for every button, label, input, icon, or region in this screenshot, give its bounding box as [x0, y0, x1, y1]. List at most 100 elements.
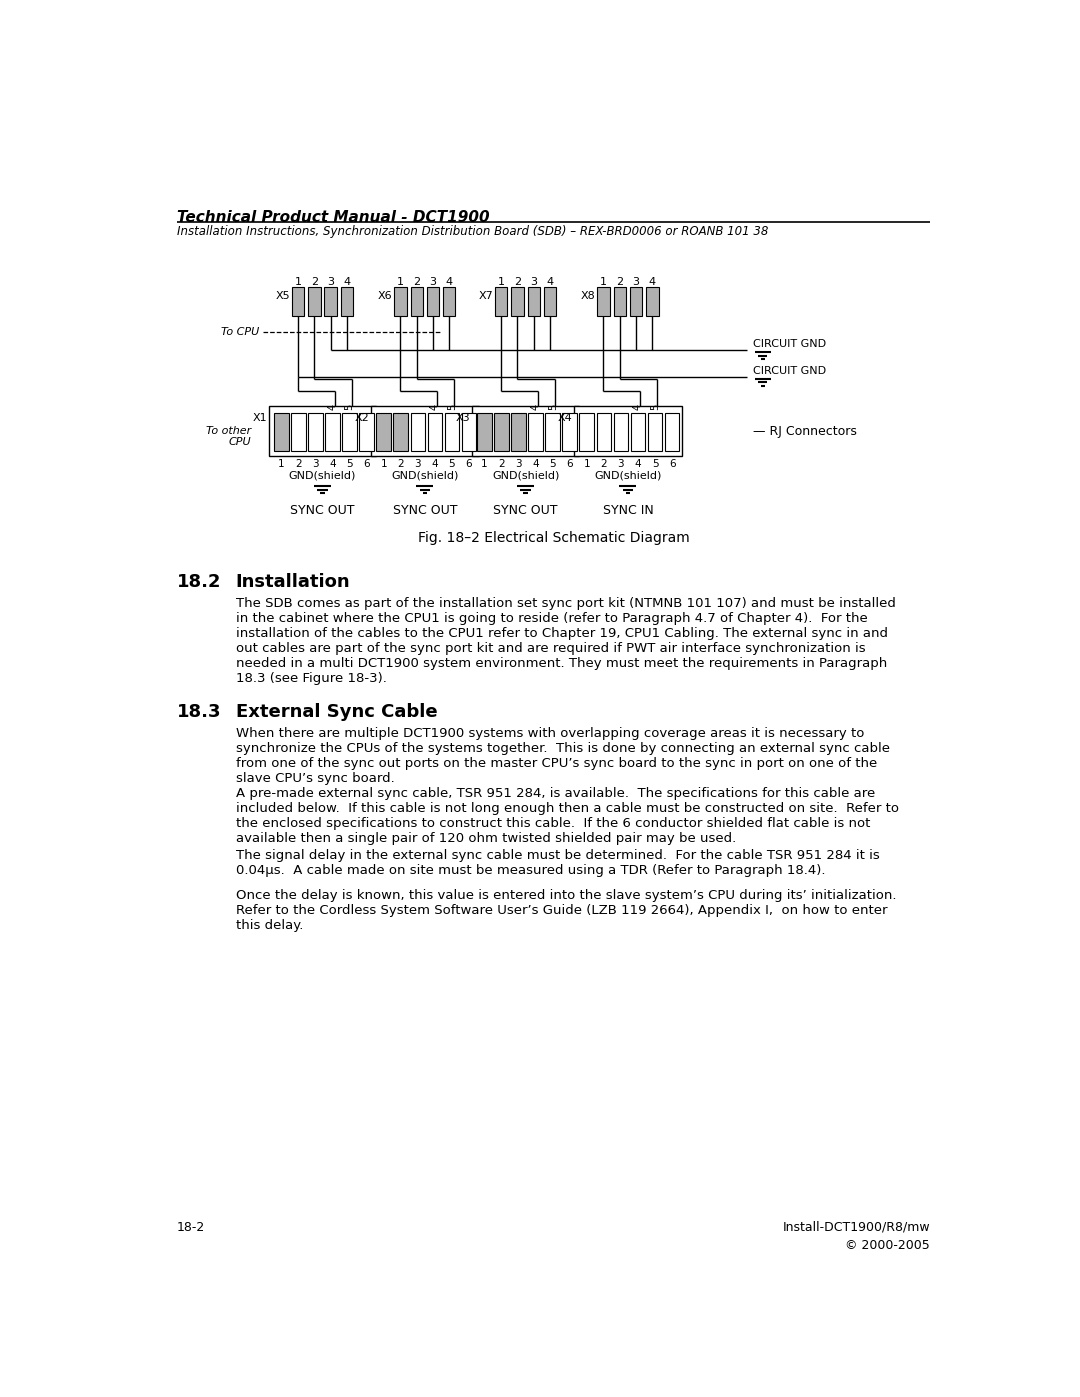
Text: X8: X8	[581, 291, 596, 300]
Text: 5: 5	[651, 458, 659, 469]
Bar	[292, 412, 306, 451]
Bar	[597, 286, 610, 316]
Bar	[664, 412, 679, 451]
Text: 2: 2	[311, 277, 318, 286]
Bar	[527, 286, 540, 316]
Text: 5: 5	[345, 404, 354, 411]
Text: SYNC OUT: SYNC OUT	[494, 504, 558, 517]
Text: GND(shield): GND(shield)	[391, 471, 459, 481]
Text: X4: X4	[557, 412, 572, 422]
Bar	[324, 286, 337, 316]
Text: 6: 6	[669, 458, 675, 469]
Text: 2: 2	[295, 458, 301, 469]
Text: 2: 2	[600, 458, 607, 469]
Text: 1: 1	[498, 277, 504, 286]
Text: 4: 4	[530, 404, 541, 411]
Text: 4: 4	[432, 458, 438, 469]
Bar	[472, 407, 580, 457]
Bar	[646, 286, 659, 316]
Bar	[325, 412, 340, 451]
Bar	[563, 412, 577, 451]
Text: GND(shield): GND(shield)	[288, 471, 356, 481]
Text: 5: 5	[347, 458, 353, 469]
Text: 3: 3	[415, 458, 421, 469]
Bar	[580, 412, 594, 451]
Text: 4: 4	[633, 404, 643, 411]
Text: 3: 3	[430, 277, 436, 286]
Text: SYNC OUT: SYNC OUT	[393, 504, 457, 517]
Text: 4: 4	[446, 277, 453, 286]
Text: 5: 5	[448, 458, 456, 469]
Text: To CPU: To CPU	[220, 327, 259, 337]
Text: Installation Instructions, Synchronization Distribution Board (SDB) – REX-BRD000: Installation Instructions, Synchronizati…	[177, 225, 768, 237]
Bar	[648, 412, 662, 451]
Bar	[495, 412, 509, 451]
Text: The SDB comes as part of the installation set sync port kit (NTMNB 101 107) and : The SDB comes as part of the installatio…	[235, 597, 895, 685]
Bar	[613, 286, 626, 316]
Text: 3: 3	[618, 458, 624, 469]
Text: X3: X3	[456, 412, 470, 422]
Text: 3: 3	[633, 277, 639, 286]
Bar	[445, 412, 459, 451]
Text: 2: 2	[514, 277, 521, 286]
Text: 2: 2	[617, 277, 623, 286]
Bar	[545, 412, 561, 451]
Text: GND(shield): GND(shield)	[594, 471, 662, 481]
Text: 3: 3	[312, 458, 319, 469]
Text: Technical Product Manual - DCT1900: Technical Product Manual - DCT1900	[177, 210, 489, 225]
Bar	[394, 286, 407, 316]
Bar	[495, 286, 508, 316]
Text: 1: 1	[380, 458, 387, 469]
Text: The signal delay in the external sync cable must be determined.  For the cable T: The signal delay in the external sync ca…	[235, 849, 879, 877]
Text: 18.3: 18.3	[177, 703, 221, 721]
Text: 4: 4	[327, 404, 338, 411]
Text: External Sync Cable: External Sync Cable	[235, 703, 437, 721]
Text: Once the delay is known, this value is entered into the slave system’s CPU durin: Once the delay is known, this value is e…	[235, 888, 896, 932]
Text: 1: 1	[583, 458, 590, 469]
Text: To other
CPU: To other CPU	[206, 426, 252, 447]
Text: 6: 6	[363, 458, 370, 469]
Bar	[274, 412, 288, 451]
Bar	[428, 412, 443, 451]
Text: 2: 2	[414, 277, 420, 286]
Text: 4: 4	[546, 277, 554, 286]
Text: When there are multiple DCT1900 systems with overlapping coverage areas it is ne: When there are multiple DCT1900 systems …	[235, 728, 890, 785]
Bar	[613, 412, 629, 451]
Bar	[372, 407, 478, 457]
Text: 6: 6	[465, 458, 472, 469]
Text: Fig. 18–2 Electrical Schematic Diagram: Fig. 18–2 Electrical Schematic Diagram	[418, 531, 689, 545]
Text: 4: 4	[649, 277, 656, 286]
Text: CIRCUIT GND: CIRCUIT GND	[754, 338, 826, 349]
Bar	[292, 286, 305, 316]
Text: 2: 2	[498, 458, 504, 469]
Bar	[477, 412, 491, 451]
Text: 3: 3	[327, 277, 334, 286]
Text: X6: X6	[378, 291, 393, 300]
Bar	[631, 412, 646, 451]
Text: X1: X1	[253, 412, 267, 422]
Bar	[528, 412, 543, 451]
Bar	[410, 412, 426, 451]
Bar	[544, 286, 556, 316]
Text: X5: X5	[275, 291, 291, 300]
Bar	[393, 412, 408, 451]
Bar	[341, 286, 353, 316]
Text: Install-DCT1900/R8/mw
© 2000-2005: Install-DCT1900/R8/mw © 2000-2005	[783, 1221, 930, 1252]
Text: 18.2: 18.2	[177, 573, 221, 591]
Text: Installation: Installation	[235, 573, 350, 591]
Text: SYNC IN: SYNC IN	[603, 504, 653, 517]
Text: 5: 5	[550, 458, 556, 469]
Text: 1: 1	[295, 277, 301, 286]
Text: 6: 6	[567, 458, 573, 469]
Text: 5: 5	[447, 404, 457, 411]
Bar	[575, 407, 681, 457]
Bar	[511, 286, 524, 316]
Text: 1: 1	[482, 458, 488, 469]
Text: 4: 4	[329, 458, 336, 469]
Bar	[342, 412, 357, 451]
Bar	[630, 286, 643, 316]
Text: X2: X2	[354, 412, 369, 422]
Bar	[427, 286, 440, 316]
Bar	[461, 412, 476, 451]
Text: 4: 4	[635, 458, 642, 469]
